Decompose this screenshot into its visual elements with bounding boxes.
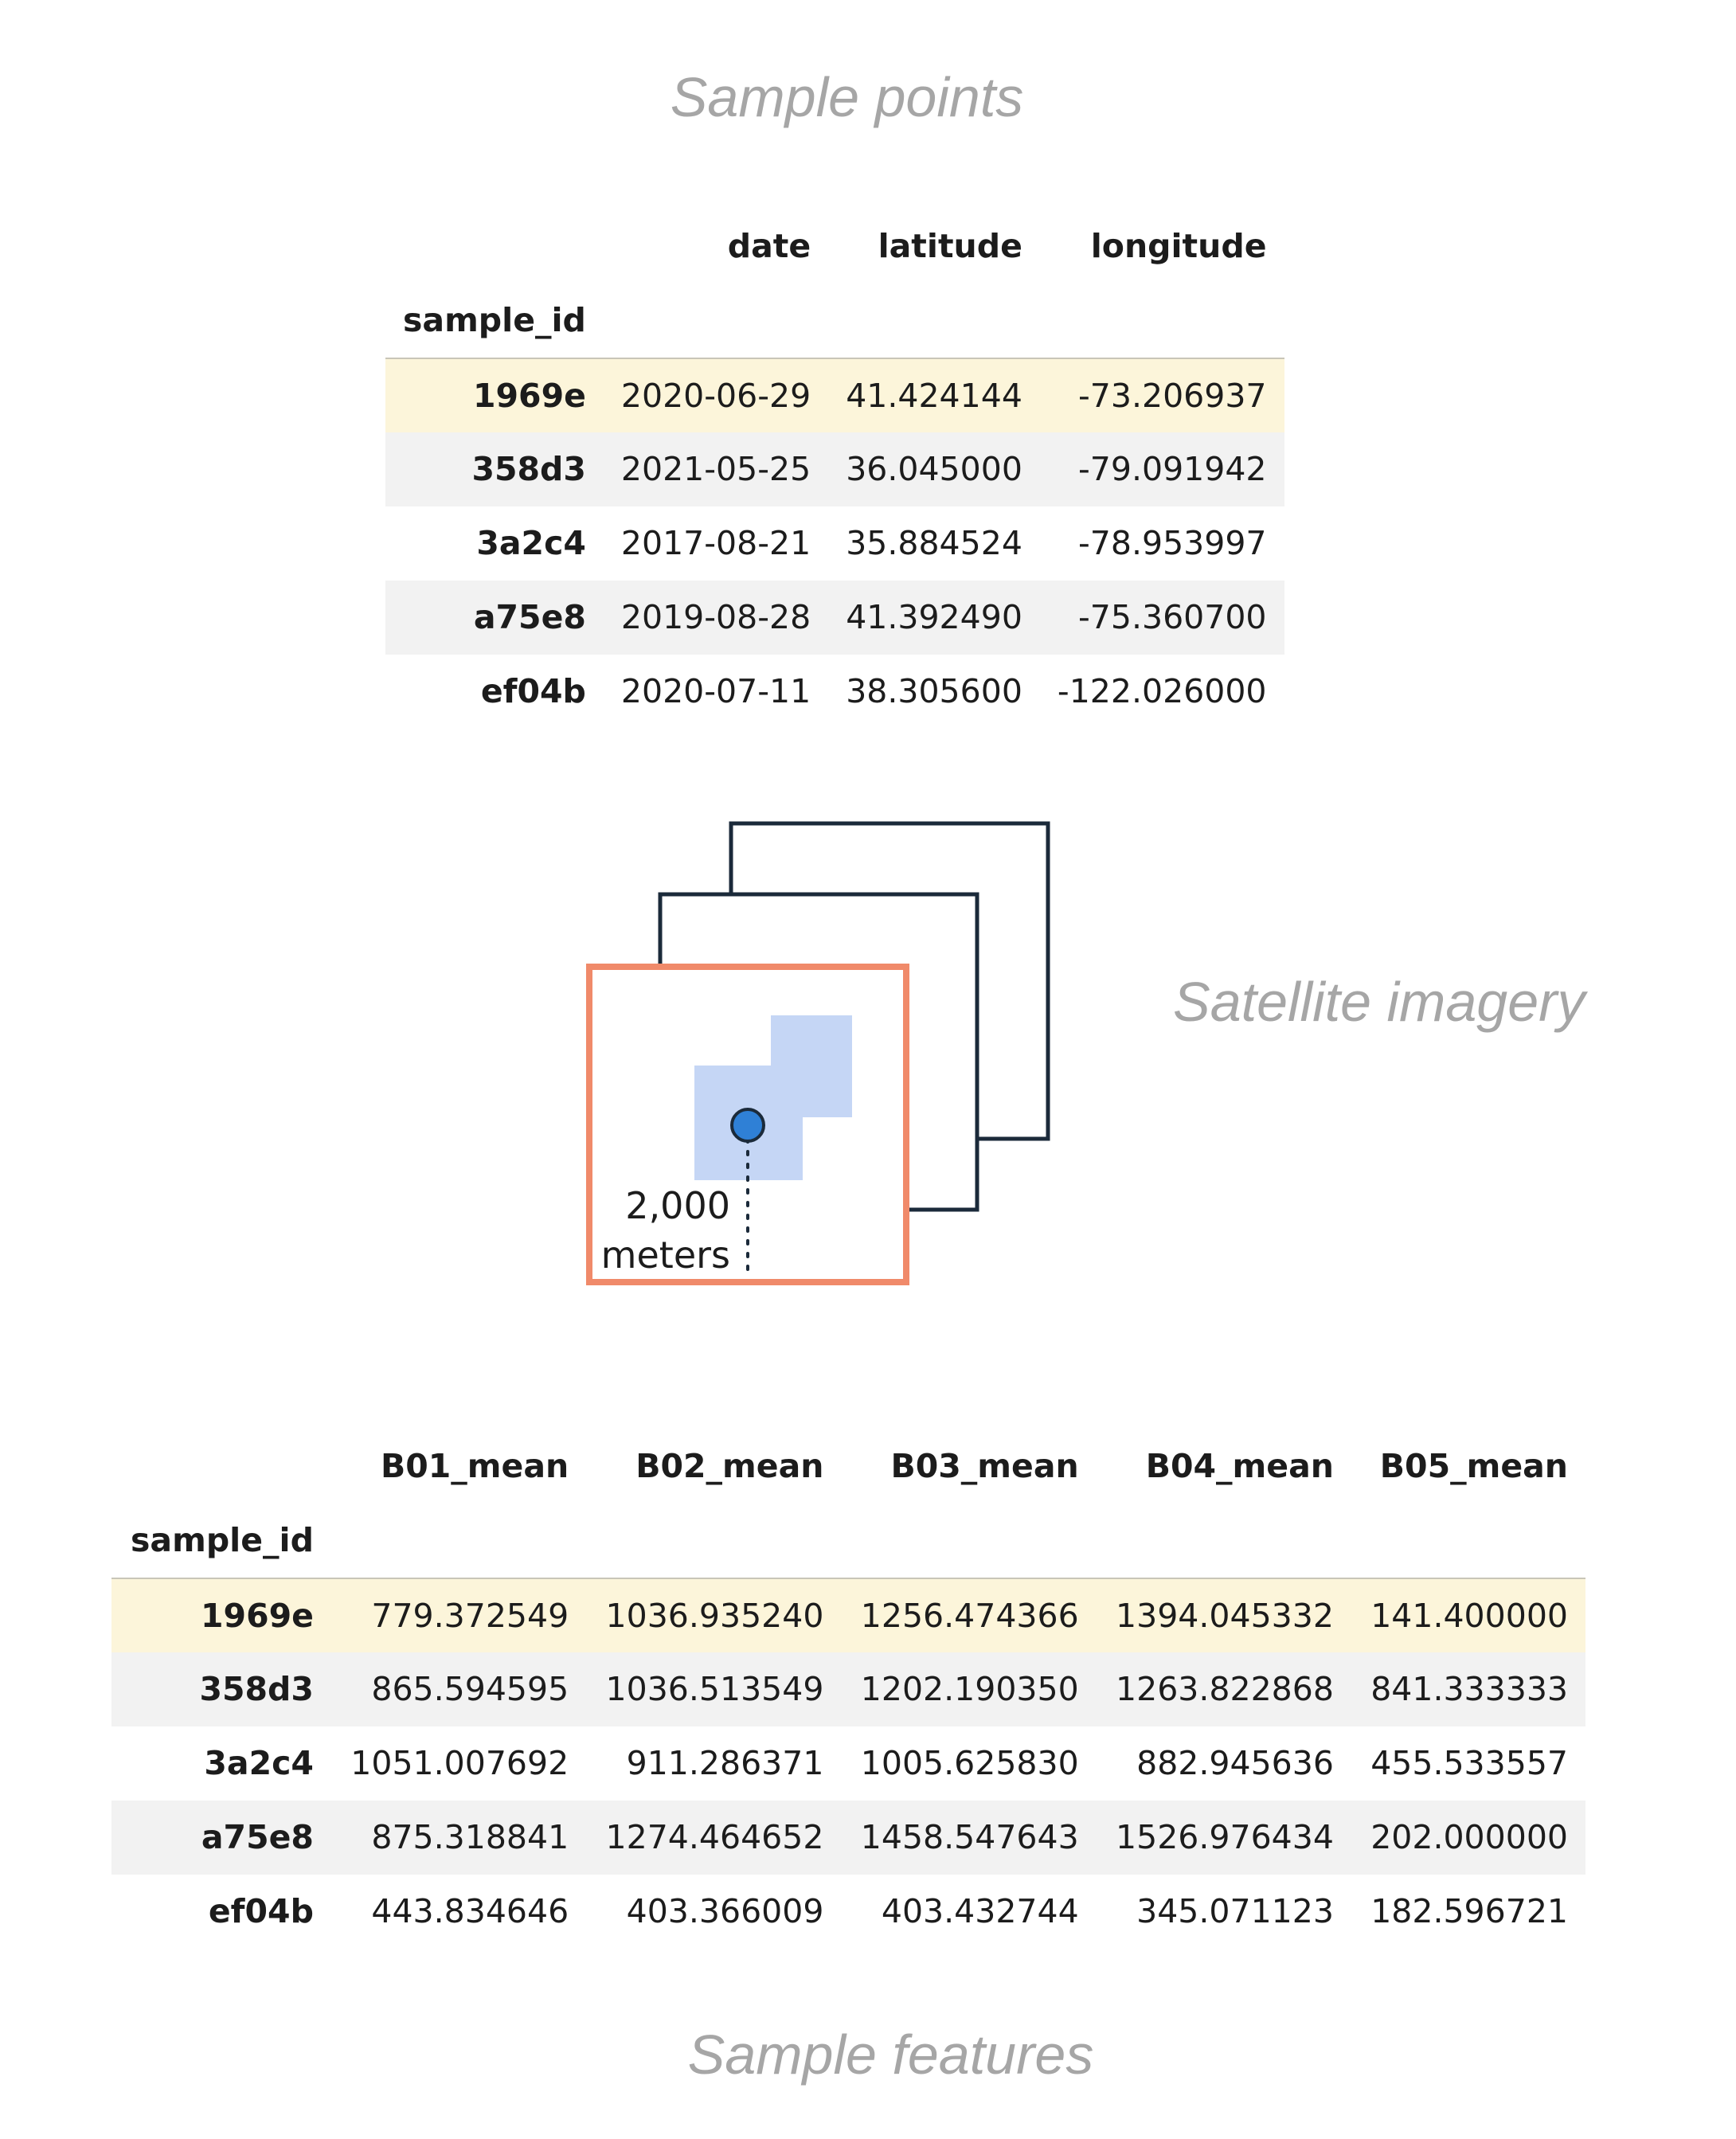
- table-cell: 2019-08-28: [620, 598, 811, 636]
- table-cell: 35.884524: [846, 524, 1022, 562]
- table-cell: -79.091942: [1078, 450, 1267, 488]
- table-cell: 1458.547643: [860, 1818, 1079, 1856]
- column-header-b03-mean: B03_mean: [890, 1447, 1079, 1485]
- table-cell: 36.045000: [846, 450, 1022, 488]
- table-cell: 875.318841: [371, 1818, 569, 1856]
- sample-features-title: Sample features: [687, 2024, 1094, 2086]
- table-cell: 2020-06-29: [620, 376, 811, 415]
- row-index-cell: 1969e: [201, 1596, 314, 1635]
- distance-value-label: 2,000: [625, 1184, 730, 1227]
- index-name-row: sample_id: [385, 284, 1284, 358]
- row-index-cell: 358d3: [199, 1670, 314, 1708]
- table-cell: 882.945636: [1136, 1744, 1334, 1782]
- table-row: ef04b 2020-07-11 38.305600 -122.026000: [385, 655, 1284, 729]
- table-cell: 1005.625830: [860, 1744, 1079, 1782]
- sample-points-table: date latitude longitude sample_id 1969e …: [385, 209, 1284, 729]
- row-index-cell: 3a2c4: [204, 1744, 314, 1782]
- table-cell: 1036.935240: [605, 1596, 824, 1635]
- table-cell: 1394.045332: [1116, 1596, 1334, 1635]
- table-cell: 1526.976434: [1116, 1818, 1334, 1856]
- table-cell: 1036.513549: [605, 1670, 824, 1708]
- table-cell: 403.366009: [626, 1892, 824, 1930]
- table-cell: 403.432744: [881, 1892, 1079, 1930]
- table-cell: 1202.190350: [860, 1670, 1079, 1708]
- table-cell: 345.071123: [1136, 1892, 1334, 1930]
- table-row: 358d3 2021-05-25 36.045000 -79.091942: [385, 432, 1284, 506]
- column-header-b05-mean: B05_mean: [1379, 1447, 1568, 1485]
- column-header-b02-mean: B02_mean: [635, 1447, 824, 1485]
- row-index-cell: 3a2c4: [476, 524, 586, 562]
- table-cell: 455.533557: [1370, 1744, 1568, 1782]
- table-cell: 41.424144: [846, 376, 1022, 415]
- sample-features-table: B01_mean B02_mean B03_mean B04_mean B05_…: [111, 1429, 1585, 1949]
- sample-point-marker: [730, 1108, 765, 1143]
- column-header-longitude: longitude: [1090, 227, 1267, 265]
- column-header-date: date: [727, 227, 811, 265]
- table-cell: 779.372549: [371, 1596, 569, 1635]
- table-row: 3a2c4 1051.007692 911.286371 1005.625830…: [111, 1726, 1585, 1801]
- index-name-row: sample_id: [111, 1504, 1585, 1578]
- table-cell: 41.392490: [846, 598, 1022, 636]
- table-cell: 1274.464652: [605, 1818, 824, 1856]
- column-header-b01-mean: B01_mean: [380, 1447, 569, 1485]
- table-cell: -122.026000: [1057, 672, 1267, 710]
- row-index-cell: ef04b: [208, 1892, 314, 1930]
- table-cell: -75.360700: [1078, 598, 1267, 636]
- table-cell: 182.596721: [1370, 1892, 1568, 1930]
- table-cell: 2020-07-11: [620, 672, 811, 710]
- satellite-imagery-title: Satellite imagery: [1173, 971, 1585, 1033]
- table-row: a75e8 875.318841 1274.464652 1458.547643…: [111, 1801, 1585, 1875]
- table-row: 1969e 2020-06-29 41.424144 -73.206937: [385, 358, 1284, 432]
- index-name-label: sample_id: [403, 301, 586, 339]
- table-cell: -73.206937: [1078, 376, 1267, 415]
- table-cell: 865.594595: [371, 1670, 569, 1708]
- column-header-latitude: latitude: [878, 227, 1022, 265]
- table-corner-cell: [111, 1429, 331, 1504]
- table-cell: 443.834646: [371, 1892, 569, 1930]
- table-row: ef04b 443.834646 403.366009 403.432744 3…: [111, 1875, 1585, 1949]
- table-header-row: date latitude longitude: [385, 209, 1284, 284]
- table-row: a75e8 2019-08-28 41.392490 -75.360700: [385, 581, 1284, 655]
- row-index-cell: 358d3: [471, 450, 586, 488]
- table-cell: 911.286371: [626, 1744, 824, 1782]
- table-row: 3a2c4 2017-08-21 35.884524 -78.953997: [385, 506, 1284, 581]
- table-cell: 2017-08-21: [620, 524, 811, 562]
- table-cell: 1256.474366: [860, 1596, 1079, 1635]
- table-cell: 1263.822868: [1116, 1670, 1334, 1708]
- table-cell: 1051.007692: [350, 1744, 569, 1782]
- index-name-label: sample_id: [131, 1521, 314, 1559]
- table-header-row: B01_mean B02_mean B03_mean B04_mean B05_…: [111, 1429, 1585, 1504]
- table-cell: 38.305600: [846, 672, 1022, 710]
- row-index-cell: a75e8: [201, 1818, 314, 1856]
- row-index-cell: ef04b: [480, 672, 586, 710]
- table-cell: 841.333333: [1370, 1670, 1568, 1708]
- row-index-cell: 1969e: [472, 376, 586, 415]
- table-cell: 202.000000: [1370, 1818, 1568, 1856]
- table-cell: 141.400000: [1370, 1596, 1568, 1635]
- table-row: 1969e 779.372549 1036.935240 1256.474366…: [111, 1578, 1585, 1652]
- sample-points-title: Sample points: [670, 66, 1024, 128]
- column-header-b04-mean: B04_mean: [1145, 1447, 1334, 1485]
- row-index-cell: a75e8: [473, 598, 586, 636]
- distance-unit-label: meters: [601, 1234, 730, 1277]
- table-row: 358d3 865.594595 1036.513549 1202.190350…: [111, 1652, 1585, 1726]
- table-cell: -78.953997: [1078, 524, 1267, 562]
- table-cell: 2021-05-25: [620, 450, 811, 488]
